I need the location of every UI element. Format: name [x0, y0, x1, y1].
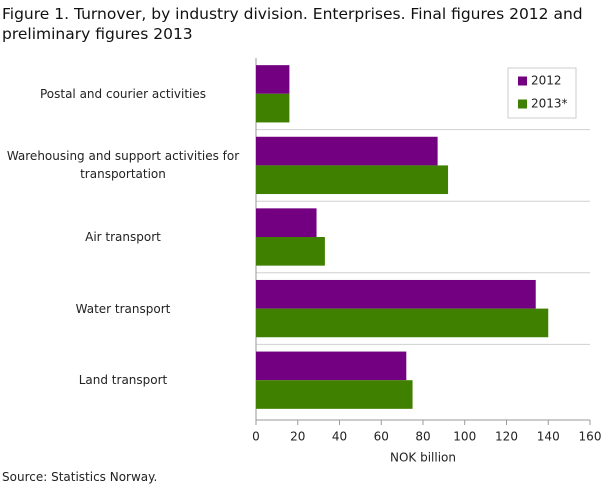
- x-tick-label: 80: [415, 430, 430, 444]
- x-tick-label: 100: [453, 430, 476, 444]
- y-tick-label: Water transport: [75, 301, 171, 316]
- chart-title: Figure 1. Turnover, by industry division…: [2, 5, 583, 43]
- x-tick-label: 120: [495, 430, 518, 444]
- x-tick-label: 40: [332, 430, 347, 444]
- x-tick-label: 0: [252, 430, 260, 444]
- bar: [256, 136, 438, 166]
- x-tick-label: 140: [537, 430, 560, 444]
- legend-label: 2012: [531, 74, 562, 88]
- bar: [256, 165, 449, 195]
- y-tick-label: Warehousing and support activities for t…: [6, 149, 240, 182]
- legend-box: [507, 67, 577, 119]
- legend-label: 2013*: [531, 97, 568, 111]
- legend-swatch: [518, 99, 527, 109]
- bar: [256, 380, 413, 409]
- bar: [256, 351, 407, 381]
- legend-swatch: [518, 76, 527, 86]
- source: Source: Statistics Norway.: [2, 470, 158, 484]
- y-tick-label: Air transport: [85, 230, 161, 244]
- x-tick-label: 20: [290, 430, 305, 444]
- bar: [256, 93, 290, 123]
- x-tick-label: 160: [579, 430, 602, 444]
- x-tick-label: 60: [374, 430, 389, 444]
- bar: [256, 308, 549, 338]
- x-axis-label: NOK billion: [390, 451, 456, 465]
- bar: [256, 279, 536, 309]
- y-tick-label: Postal and courier activities: [39, 86, 207, 101]
- y-tick-label: Land transport: [78, 373, 168, 388]
- bar: [256, 65, 290, 94]
- bar: [256, 208, 317, 237]
- bar: [256, 237, 325, 266]
